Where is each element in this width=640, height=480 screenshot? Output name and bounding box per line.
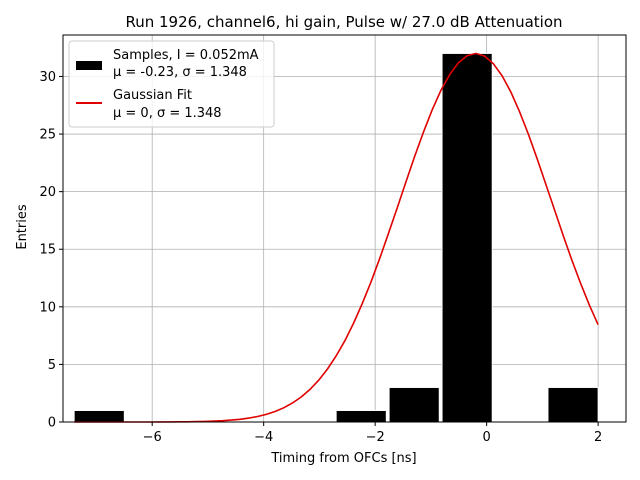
histogram-bar-7 xyxy=(441,52,493,423)
x-tick-label-0: −6 xyxy=(143,430,162,445)
histogram-bar-6 xyxy=(388,386,440,423)
histogram-bar-0 xyxy=(73,409,125,423)
legend-swatch-samples xyxy=(76,61,102,70)
x-axis: −6 −4 −2 0 2 xyxy=(143,422,602,445)
y-tick-label-0: 0 xyxy=(48,416,56,431)
y-tick-label-5: 25 xyxy=(39,128,56,143)
x-tick-label-2: −2 xyxy=(366,430,385,445)
x-tick-label-1: −4 xyxy=(254,430,273,445)
y-tick-label-2: 10 xyxy=(39,300,56,315)
histogram-bars xyxy=(73,52,599,423)
legend-label-samples: Samples, I = 0.052mA xyxy=(113,48,259,63)
legend-stats-fit: μ = 0, σ = 1.348 xyxy=(113,106,222,121)
x-tick-label-4: 2 xyxy=(594,430,602,445)
legend-stats-samples: μ = -0.23, σ = 1.348 xyxy=(113,65,247,80)
y-tick-label-6: 30 xyxy=(39,70,56,85)
x-tick-label-3: 0 xyxy=(483,430,491,445)
histogram-bar-5 xyxy=(335,409,387,423)
y-axis: 0 5 10 15 20 25 30 xyxy=(39,70,63,431)
legend-label-fit: Gaussian Fit xyxy=(113,88,192,103)
histogram-bar-9 xyxy=(547,386,599,423)
y-tick-label-4: 20 xyxy=(39,185,56,200)
y-axis-label: Entries xyxy=(15,204,30,250)
legend: Samples, I = 0.052mA μ = -0.23, σ = 1.34… xyxy=(68,40,275,128)
chart-title: Run 1926, channel6, hi gain, Pulse w/ 27… xyxy=(125,13,562,31)
legend-frame xyxy=(68,40,275,128)
plot-frame xyxy=(62,34,627,423)
y-tick-label-3: 15 xyxy=(39,243,56,258)
y-tick-label-1: 5 xyxy=(48,358,56,373)
x-axis-label: Timing from OFCs [ns] xyxy=(270,451,416,466)
